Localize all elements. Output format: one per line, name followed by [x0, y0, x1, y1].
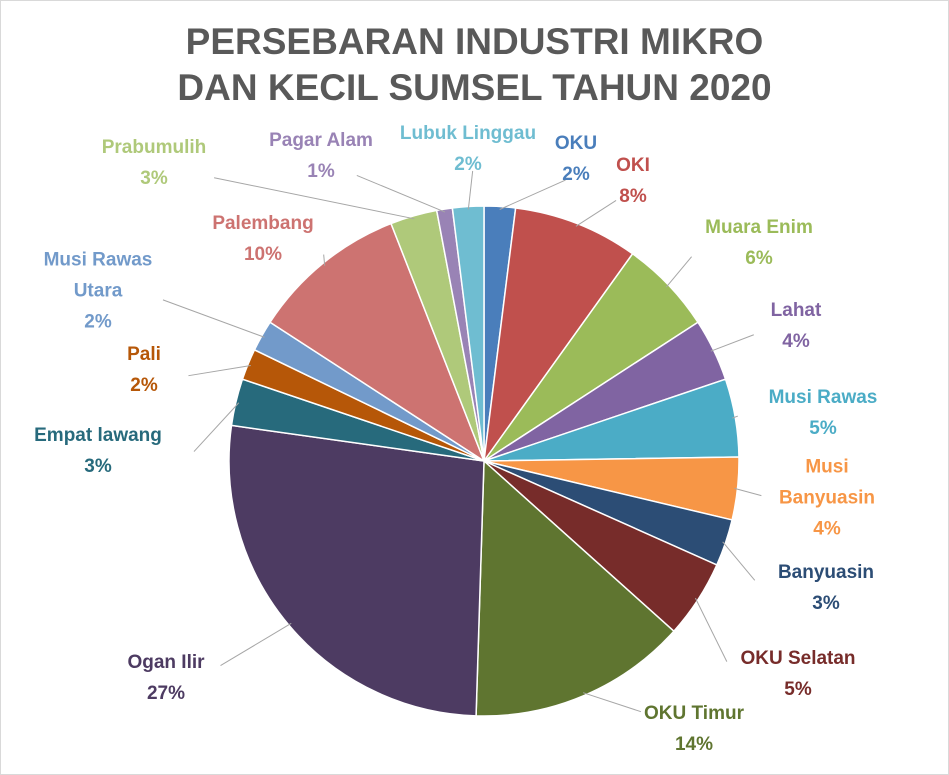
value-label: 1% [307, 161, 335, 182]
leader-line [162, 299, 265, 338]
data-label: OKU Timur 14% [614, 698, 774, 760]
leader-line [220, 622, 292, 667]
data-label: Pali 2% [104, 339, 184, 401]
category-label: Lubuk Linggau [399, 123, 537, 144]
leader-line [575, 200, 617, 227]
category-label: Pagar Alam [269, 130, 373, 151]
leader-line [665, 256, 692, 288]
value-label: 4% [813, 518, 841, 540]
value-label: 3% [812, 593, 840, 614]
category-label: Prabumulih [101, 137, 207, 158]
value-label: 2% [562, 164, 590, 185]
category-label: OKU Selatan [740, 648, 856, 669]
category-label: Musi Banyuasin [778, 456, 876, 509]
category-label: Musi Rawas Utara [43, 249, 153, 302]
pie-slice [451, 205, 485, 462]
value-label: 10% [243, 244, 283, 265]
category-label: Lahat [770, 300, 822, 321]
value-label: 2% [84, 311, 112, 333]
category-label: Banyuasin [777, 562, 875, 583]
leader-line [710, 334, 754, 352]
value-label: 27% [146, 683, 186, 704]
data-label: Empat lawang 3% [8, 420, 188, 482]
data-label: Musi Rawas Utara 2% [33, 245, 163, 338]
leader-line [188, 364, 251, 377]
pie-slice [475, 459, 675, 717]
data-label: Lubuk Linggau 2% [383, 118, 553, 180]
pie-slice [228, 424, 485, 717]
chart-title: PERSEBARAN INDUSTRI MIKRO DAN KECIL SUMS… [177, 21, 772, 108]
category-label: OKU Timur [644, 703, 744, 724]
data-label: Pagar Alam 1% [251, 125, 391, 187]
data-label: OKU Selatan 5% [718, 643, 878, 705]
leader-line [467, 170, 474, 210]
category-label: Ogan Ilir [127, 652, 205, 673]
data-label: Banyuasin 3% [756, 557, 896, 619]
category-label: Palembang [212, 213, 314, 234]
leader-line [193, 402, 240, 452]
value-label: 2% [454, 154, 482, 175]
category-label: Muara Enim [705, 217, 813, 238]
leader-line [356, 174, 446, 213]
leader-line [582, 692, 642, 713]
category-label: Pali [127, 344, 161, 365]
value-label: 3% [84, 456, 112, 477]
data-label: OKI 8% [603, 150, 663, 212]
leader-line [214, 177, 415, 220]
leader-line [734, 487, 762, 497]
data-label: Musi Banyuasin 4% [767, 452, 887, 545]
value-label: 8% [619, 186, 647, 207]
pie-slice [269, 222, 486, 463]
value-label: 4% [782, 331, 810, 352]
value-label: 2% [130, 375, 158, 396]
value-label: 3% [140, 168, 168, 189]
leader-line [499, 179, 566, 210]
leader-line [732, 415, 739, 419]
data-label: Palembang 10% [183, 208, 343, 270]
data-label: Prabumulih 3% [79, 132, 229, 194]
value-label: 6% [745, 248, 773, 269]
value-label: 5% [809, 418, 837, 439]
data-label: Ogan Ilir 27% [106, 647, 226, 709]
category-label: Musi Rawas [768, 387, 878, 408]
category-label: Empat lawang [34, 425, 162, 446]
value-label: 5% [784, 679, 812, 700]
data-label: OKU 2% [546, 128, 606, 190]
pie-slice [483, 207, 634, 462]
leader-line [722, 541, 756, 581]
value-label: 14% [674, 734, 714, 755]
leader-line [323, 254, 326, 266]
data-label: Lahat 4% [756, 295, 836, 357]
leader-line [694, 597, 728, 662]
data-label: Muara Enim 6% [679, 212, 839, 274]
category-label: OKU [554, 133, 598, 154]
data-label: Musi Rawas 5% [743, 382, 903, 444]
category-label: OKI [616, 155, 650, 176]
